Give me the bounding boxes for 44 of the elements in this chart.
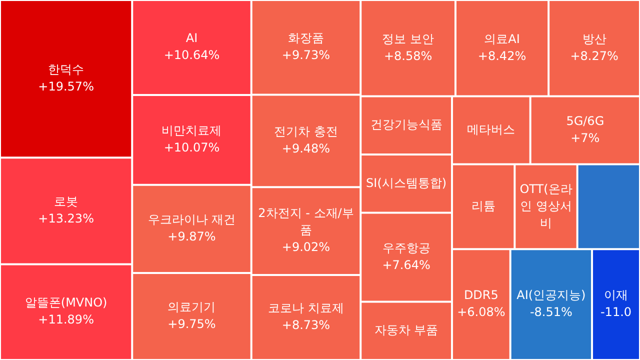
category-label: 의료기기 — [168, 300, 216, 314]
data-label: +7% — [570, 130, 600, 145]
category-label: 의료AI — [484, 32, 520, 46]
data-label: +11.89% — [38, 312, 94, 327]
category-label: 우주항공 — [382, 240, 430, 255]
data-label: +9.73% — [282, 48, 330, 62]
category-label: AI(인공지능) — [516, 288, 586, 302]
data-label: +9.75% — [168, 317, 216, 332]
category-label: 로봇 — [54, 194, 78, 209]
data-label: +7.64% — [382, 258, 430, 272]
data-label: +8.27% — [570, 48, 618, 63]
data-label: +6.08% — [457, 305, 506, 320]
data-label: +9.48% — [282, 142, 330, 156]
category-label: 한덕수 — [48, 62, 84, 76]
category-label: 자동차 부품 — [374, 323, 438, 338]
data-label: +8.42% — [478, 48, 526, 63]
data-label: +19.57% — [38, 79, 94, 94]
category-label: 코로나 치료제 — [268, 301, 344, 316]
category-label: 리튬 — [471, 198, 496, 213]
data-label: -8.51% — [530, 305, 572, 320]
data-label: +13.23% — [38, 212, 94, 226]
category-label: 이재 — [604, 288, 628, 302]
category-label: 건강기능식품 — [370, 118, 442, 132]
category-label: OTT(온라인 영상서비 — [520, 182, 572, 230]
data-label: +9.02% — [282, 240, 330, 254]
data-label: -11.0 — [600, 305, 632, 320]
category-label: 메타버스 — [467, 122, 516, 136]
category-label: AI — [186, 31, 198, 46]
category-label: DDR5 — [464, 288, 498, 302]
data-label: +10.07% — [164, 140, 220, 155]
category-label: 알뜰폰(MVNO) — [24, 296, 108, 310]
category-label: 비만치료제 — [162, 124, 222, 138]
data-label: +10.64% — [164, 48, 220, 62]
category-label: 방산 — [582, 32, 606, 46]
category-label: 2차전지 - 소재/부품 — [258, 206, 354, 238]
data-label: +9.87% — [168, 230, 216, 244]
category-label: SI(시스템통합) — [366, 176, 447, 190]
category-label: 우크라이나 재건 — [148, 212, 236, 227]
data-label: +8.73% — [282, 318, 330, 332]
category-label: 정보 보안 — [382, 32, 434, 46]
category-label: 전기차 충전 — [274, 124, 338, 139]
category-label: 5G/6G — [566, 114, 604, 128]
category-label: 화장품 — [288, 31, 324, 46]
data-label: +8.58% — [384, 48, 432, 63]
